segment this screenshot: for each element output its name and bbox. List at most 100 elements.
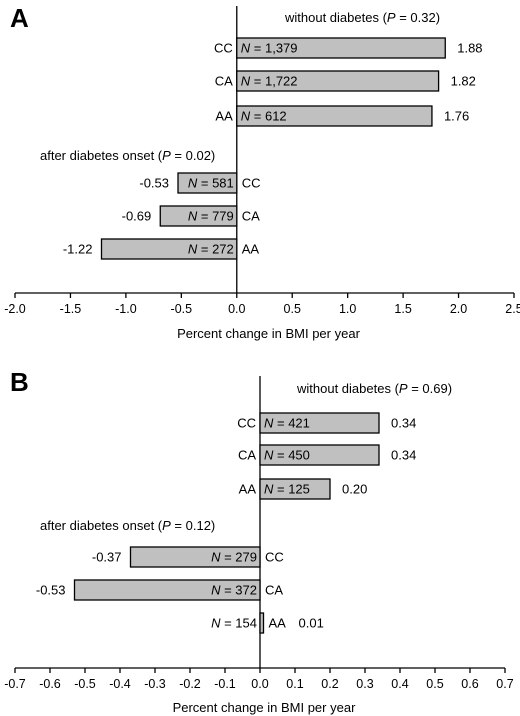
n-symbol: N (188, 176, 198, 191)
group-title-part: = 0.02) (171, 148, 215, 163)
n-count: = 421 (273, 416, 310, 431)
genotype-label: CC (265, 550, 284, 565)
genotype-label: AA (239, 482, 257, 497)
x-tick-label: 0.0 (251, 677, 268, 691)
value-label: -1.22 (63, 242, 93, 257)
bar-aa (259, 612, 265, 634)
n-count: = 279 (220, 550, 257, 565)
value-label: 0.20 (342, 482, 367, 497)
n-count: = 581 (197, 176, 234, 191)
x-tick-label: 0.3 (356, 677, 373, 691)
n-count: = 1,722 (250, 74, 297, 89)
x-tick-label: -1.5 (60, 302, 82, 316)
genotype-label: CA (242, 209, 260, 224)
value-label: -0.69 (122, 209, 152, 224)
genotype-label: CC (214, 41, 233, 56)
n-label: N = 154 (211, 616, 257, 631)
x-tick-label: -0.7 (4, 677, 26, 691)
x-tick-label: -0.1 (214, 677, 236, 691)
x-tick-label: 0.7 (496, 677, 513, 691)
genotype-label: CC (242, 176, 261, 191)
genotype-label: CA (215, 74, 233, 89)
x-tick-label: -0.3 (144, 677, 166, 691)
n-symbol: N (241, 41, 251, 56)
genotype-label: CA (265, 583, 283, 598)
n-symbol: N (241, 109, 251, 124)
x-tick-label: -2.0 (4, 302, 26, 316)
value-label: 0.34 (391, 448, 416, 463)
value-label: -0.37 (92, 550, 122, 565)
n-count: = 272 (197, 242, 234, 257)
x-axis-title: Percent change in BMI per year (173, 700, 356, 715)
panel-label: B (10, 367, 29, 397)
x-tick-label: -0.5 (74, 677, 96, 691)
n-symbol: N (264, 482, 274, 497)
bar-cc (129, 546, 261, 568)
n-label: N = 279 (211, 550, 257, 565)
n-symbol: N (188, 209, 198, 224)
n-label: N = 779 (188, 209, 234, 224)
x-tick-label: 2.5 (505, 302, 520, 316)
n-label: N = 450 (264, 448, 310, 463)
genotype-label: CC (237, 416, 256, 431)
n-count: = 779 (197, 209, 234, 224)
n-label: N = 581 (188, 176, 234, 191)
value-label: -0.53 (139, 176, 169, 191)
n-label: N = 372 (211, 583, 257, 598)
group-title: without diabetes (P = 0.69) (296, 381, 452, 396)
group-title-part: without diabetes ( (284, 10, 388, 25)
panel-b: B -0.7 -0.6 -0.5 -0.4 -0.3 -0.2 -0.1 0.0 0.1 0.2 0.… (4, 367, 514, 715)
n-count: = 450 (273, 448, 310, 463)
value-label: 1.76 (444, 109, 469, 124)
bar-cc (259, 412, 380, 434)
n-count: = 1,379 (250, 41, 297, 56)
n-symbol: N (211, 550, 221, 565)
x-tick-label: 1.5 (394, 302, 411, 316)
value-label: 0.01 (299, 616, 324, 631)
genotype-label: AA (215, 109, 233, 124)
group-title-part: = 0.69) (408, 381, 452, 396)
n-symbol: N (264, 448, 274, 463)
x-tick-label: -0.4 (109, 677, 131, 691)
group-title-part: after diabetes onset ( (40, 148, 163, 163)
group-title: after diabetes onset (P = 0.02) (40, 148, 215, 163)
x-tick-label: 0.5 (284, 302, 301, 316)
n-symbol: N (241, 74, 251, 89)
group-title-part: P (399, 381, 408, 396)
x-tick-label: 0.0 (228, 302, 245, 316)
group-title-part: after diabetes onset ( (40, 518, 163, 533)
genotype-label: AA (242, 242, 260, 257)
x-tick-label: 2.0 (450, 302, 467, 316)
genotype-label: CA (238, 448, 256, 463)
n-symbol: N (211, 583, 221, 598)
bar-ca (159, 205, 238, 227)
x-tick-label: -0.6 (39, 677, 61, 691)
bar-cc (236, 37, 446, 59)
bar-aa (100, 238, 238, 260)
bar-ca (236, 70, 440, 92)
group-title-part: without diabetes ( (296, 381, 400, 396)
x-tick-label: 0.2 (321, 677, 338, 691)
n-label: N = 272 (188, 242, 234, 257)
value-label: 1.82 (451, 74, 476, 89)
n-symbol: N (211, 616, 221, 631)
x-axis-title: Percent change in BMI per year (177, 326, 360, 341)
x-tick-label: 1.0 (339, 302, 356, 316)
n-label: N = 125 (264, 482, 310, 497)
group-title: without diabetes (P = 0.32) (284, 10, 440, 25)
n-label: N = 612 (241, 109, 287, 124)
x-tick-label: 0.6 (461, 677, 478, 691)
bar-aa (259, 478, 331, 500)
group-title: after diabetes onset (P = 0.12) (40, 518, 215, 533)
n-count: = 125 (273, 482, 310, 497)
n-count: = 154 (220, 616, 257, 631)
n-count: = 372 (220, 583, 257, 598)
genotype-label: AA (269, 616, 287, 631)
n-count: = 612 (250, 109, 287, 124)
group-title-part: = 0.12) (171, 518, 215, 533)
value-label: -0.53 (36, 583, 66, 598)
group-title-part: P (387, 10, 396, 25)
x-tick-label: -0.5 (171, 302, 193, 316)
group-title-part: P (162, 148, 171, 163)
